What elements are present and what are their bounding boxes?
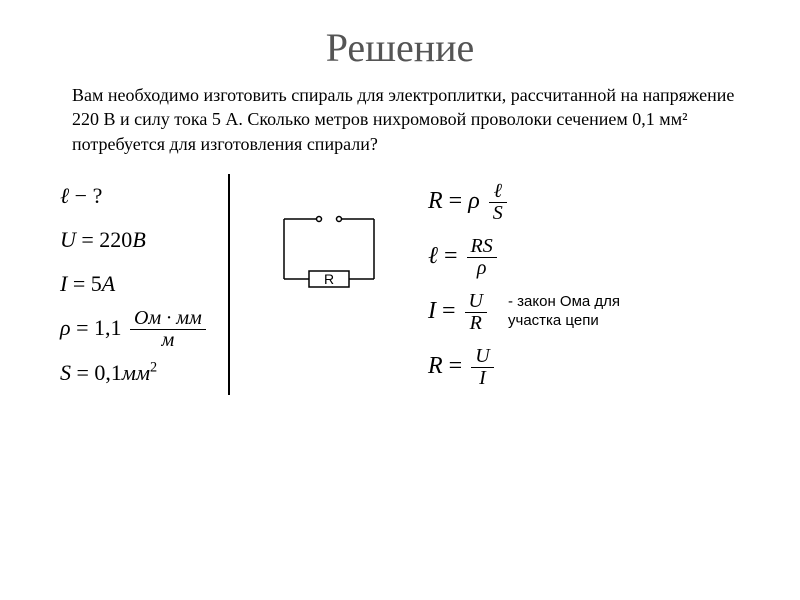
num-ell-1: ℓ	[489, 181, 507, 202]
eq-3: =	[436, 298, 462, 324]
problem-statement: Вам необходимо изготовить спираль для эл…	[48, 83, 752, 156]
frac-U-R: U R	[465, 291, 487, 334]
i-unit: А	[102, 271, 115, 296]
formula-with-note: I = U R - закон Ома для участка цепи	[428, 284, 620, 339]
formulas-block: R = ρ ℓ S ℓ = RS ρ I = U R	[428, 174, 620, 395]
terminal-left	[317, 216, 322, 221]
s-value: = 0,1	[71, 360, 122, 385]
ohms-law-note: - закон Ома для участка цепи	[508, 293, 620, 331]
note-line-2: участка цепи	[508, 312, 620, 331]
voltage-row: U = 220В	[60, 218, 218, 262]
find-question: − ?	[69, 183, 102, 208]
given-block: ℓ − ? U = 220В I = 5А ρ = 1,1 Ом · мм м …	[60, 174, 230, 395]
num-RS: RS	[467, 236, 497, 257]
s-unit-sup: 2	[150, 360, 157, 376]
circuit-block: R	[254, 174, 404, 304]
r-sym-1: R	[428, 188, 443, 214]
den-R-3: R	[465, 312, 487, 334]
content-area: ℓ − ? U = 220В I = 5А ρ = 1,1 Ом · мм м …	[48, 174, 752, 395]
rho-sym-1: ρ	[468, 188, 480, 214]
note-line-1: - закон Ома для	[508, 293, 620, 312]
s-symbol: S	[60, 360, 71, 385]
eq-2: =	[438, 243, 464, 269]
frac-RS-rho: RS ρ	[467, 236, 497, 279]
formula-R-rho-l-S: R = ρ ℓ S	[428, 174, 620, 229]
u-unit: В	[132, 227, 145, 252]
frac-l-S: ℓ S	[489, 181, 507, 224]
num-U-4: U	[471, 346, 493, 367]
formula-l-RS-rho: ℓ = RS ρ	[428, 229, 620, 284]
den-S-1: S	[489, 202, 507, 224]
i-value: = 5	[67, 271, 101, 296]
area-row: S = 0,1мм2	[60, 351, 218, 395]
rho-symbol: ρ	[60, 315, 71, 340]
i-sym-3: I	[428, 298, 436, 324]
terminal-right	[337, 216, 342, 221]
resistor-label: R	[324, 271, 334, 287]
den-I-4: I	[471, 367, 493, 389]
rho-unit-frac: Ом · мм м	[130, 308, 206, 351]
rho-value: = 1,1	[71, 315, 127, 340]
den-rho: ρ	[467, 257, 497, 279]
ell-symbol: ℓ	[60, 183, 69, 208]
circuit-diagram: R	[264, 204, 394, 304]
s-unit-base: мм	[122, 360, 150, 385]
num-U-3: U	[465, 291, 487, 312]
current-row: I = 5А	[60, 262, 218, 306]
formula-I-U-R: I = U R	[428, 284, 490, 339]
find-row: ℓ − ?	[60, 174, 218, 218]
u-symbol: U	[60, 227, 76, 252]
eq-1: =	[443, 188, 469, 214]
resistivity-row: ρ = 1,1 Ом · мм м	[60, 306, 218, 351]
u-value: = 220	[76, 227, 132, 252]
formula-R-U-I: R = U I	[428, 339, 620, 394]
r-sym-4: R	[428, 353, 443, 379]
frac-U-I: U I	[471, 346, 493, 389]
ell-sym-2: ℓ	[428, 243, 438, 269]
rho-unit-den: м	[130, 329, 206, 351]
rho-unit-num: Ом · мм	[130, 308, 206, 329]
eq-4: =	[443, 353, 469, 379]
slide-title: Решение	[48, 24, 752, 71]
